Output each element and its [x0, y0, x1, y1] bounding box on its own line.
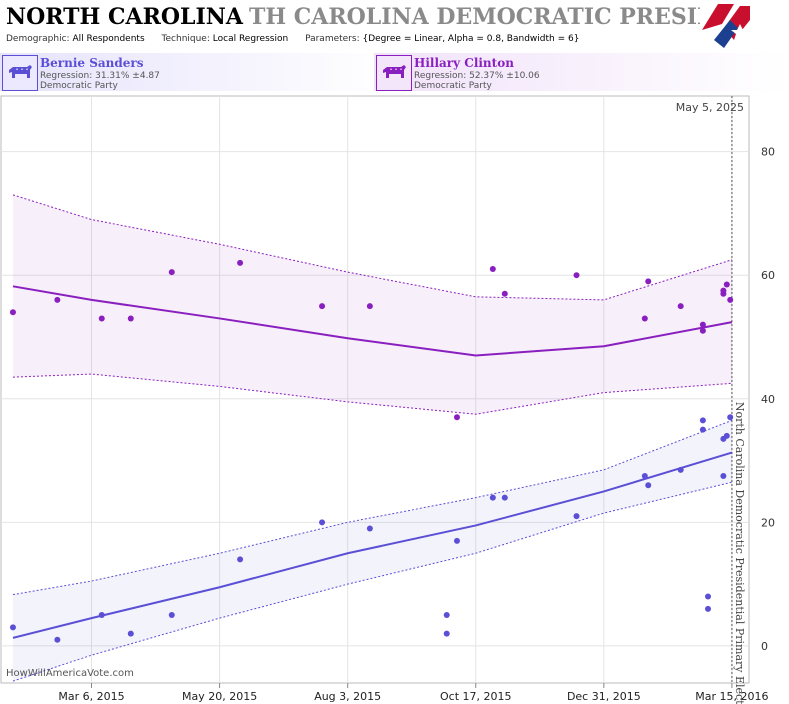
band-upper-line	[12, 419, 733, 596]
poll-point	[727, 414, 734, 421]
poll-point	[237, 556, 244, 563]
current-date-label: May 5, 2025	[675, 101, 744, 114]
poll-point	[699, 327, 706, 334]
poll-point	[677, 466, 684, 473]
flag-logo-icon	[700, 0, 750, 50]
poll-point	[699, 321, 706, 328]
poll-point	[489, 494, 496, 501]
poll-point	[727, 296, 734, 303]
poll-point	[573, 513, 580, 520]
param-value: All Respondents	[72, 34, 145, 44]
legend-bg-bernie	[0, 53, 390, 91]
param-key: Demographic:	[6, 34, 70, 44]
chart-title: NORTH CAROLINA TH CAROLINA DEMOCRATIC PRE…	[6, 4, 746, 34]
poll-point	[501, 290, 508, 297]
band-lower-line	[12, 481, 733, 682]
candidate-regression: Regression: 31.31% ±4.87	[40, 71, 160, 81]
poll-point	[366, 525, 373, 532]
x-tick-label: Mar 6, 2015	[58, 690, 124, 703]
y-tick-label: 0	[761, 640, 768, 653]
donkey-icon	[2, 55, 38, 91]
poll-point	[705, 605, 712, 612]
y-tick-label: 80	[761, 146, 775, 159]
poll-point	[645, 482, 652, 489]
poll-point	[723, 281, 730, 288]
plot-area	[0, 95, 750, 684]
poll-point	[9, 309, 16, 316]
poll-point	[98, 315, 105, 322]
poll-point	[720, 473, 727, 480]
election-label: North Carolina Democratic Presidential P…	[733, 402, 746, 704]
poll-point	[127, 630, 134, 637]
poll-point	[168, 612, 175, 619]
poll-point	[127, 315, 134, 322]
poll-point	[366, 303, 373, 310]
confidence-band	[12, 420, 732, 682]
poll-point	[705, 593, 712, 600]
poll-point	[489, 266, 496, 273]
candidate-name: Bernie Sanders	[40, 56, 144, 70]
poll-point	[9, 624, 16, 631]
chart-header: NORTH CAROLINA TH CAROLINA DEMOCRATIC PRE…	[0, 0, 789, 52]
poll-point	[443, 630, 450, 637]
poll-point	[319, 519, 326, 526]
param-key: Technique:	[161, 34, 210, 44]
trend-line	[12, 451, 733, 639]
x-tick-label: May 20, 2015	[182, 690, 257, 703]
poll-point	[641, 315, 648, 322]
candidate-party: Democratic Party	[414, 81, 492, 91]
poll-point	[699, 417, 706, 424]
title-election: TH CAROLINA DEMOCRATIC PRESIDENTIAL P	[248, 4, 746, 30]
poll-point	[54, 636, 61, 643]
poll-point	[641, 473, 648, 480]
poll-point	[720, 287, 727, 294]
poll-point	[723, 432, 730, 439]
title-state: NORTH CAROLINA	[6, 4, 243, 30]
legend-bg-hillary	[374, 53, 789, 91]
donkey-icon	[376, 55, 412, 91]
poll-point	[453, 414, 460, 421]
parameters-line: Demographic: All Respondents Technique: …	[6, 34, 593, 44]
x-tick-label: Oct 17, 2015	[440, 690, 512, 703]
x-tick-label: Mar 15, 2016	[695, 690, 768, 703]
poll-point	[453, 537, 460, 544]
poll-point	[54, 296, 61, 303]
y-tick-label: 20	[761, 516, 775, 529]
poll-point	[573, 272, 580, 279]
y-tick-label: 60	[761, 269, 775, 282]
poll-point	[677, 303, 684, 310]
param-value: {Degree = Linear, Alpha = 0.8, Bandwidth…	[362, 34, 580, 44]
band-lower-line	[12, 373, 732, 415]
x-tick-label: Aug 3, 2015	[314, 690, 381, 703]
poll-point	[501, 494, 508, 501]
param-key: Parameters:	[305, 34, 360, 44]
x-tick-label: Dec 31, 2015	[567, 690, 641, 703]
poll-point	[645, 278, 652, 285]
poll-point	[168, 269, 175, 276]
poll-point	[237, 259, 244, 266]
trend-line	[12, 285, 733, 357]
y-tick-label: 40	[761, 393, 775, 406]
watermark: HowWillAmericaVote.com	[6, 668, 134, 679]
candidate-regression: Regression: 52.37% ±10.06	[414, 71, 540, 81]
candidate-name: Hillary Clinton	[414, 56, 514, 70]
poll-point	[699, 426, 706, 433]
poll-chart: 0 20 40 60 80 Mar 6, 2015 May 20, 2015 Aug 3, 2…	[0, 95, 775, 704]
candidate-party: Democratic Party	[40, 81, 118, 91]
param-value: Local Regression	[212, 34, 289, 44]
poll-point	[443, 612, 450, 619]
poll-point	[319, 303, 326, 310]
candidate-legend: Bernie Sanders Regression: 31.31% ±4.87 …	[0, 53, 789, 93]
poll-point	[98, 612, 105, 619]
